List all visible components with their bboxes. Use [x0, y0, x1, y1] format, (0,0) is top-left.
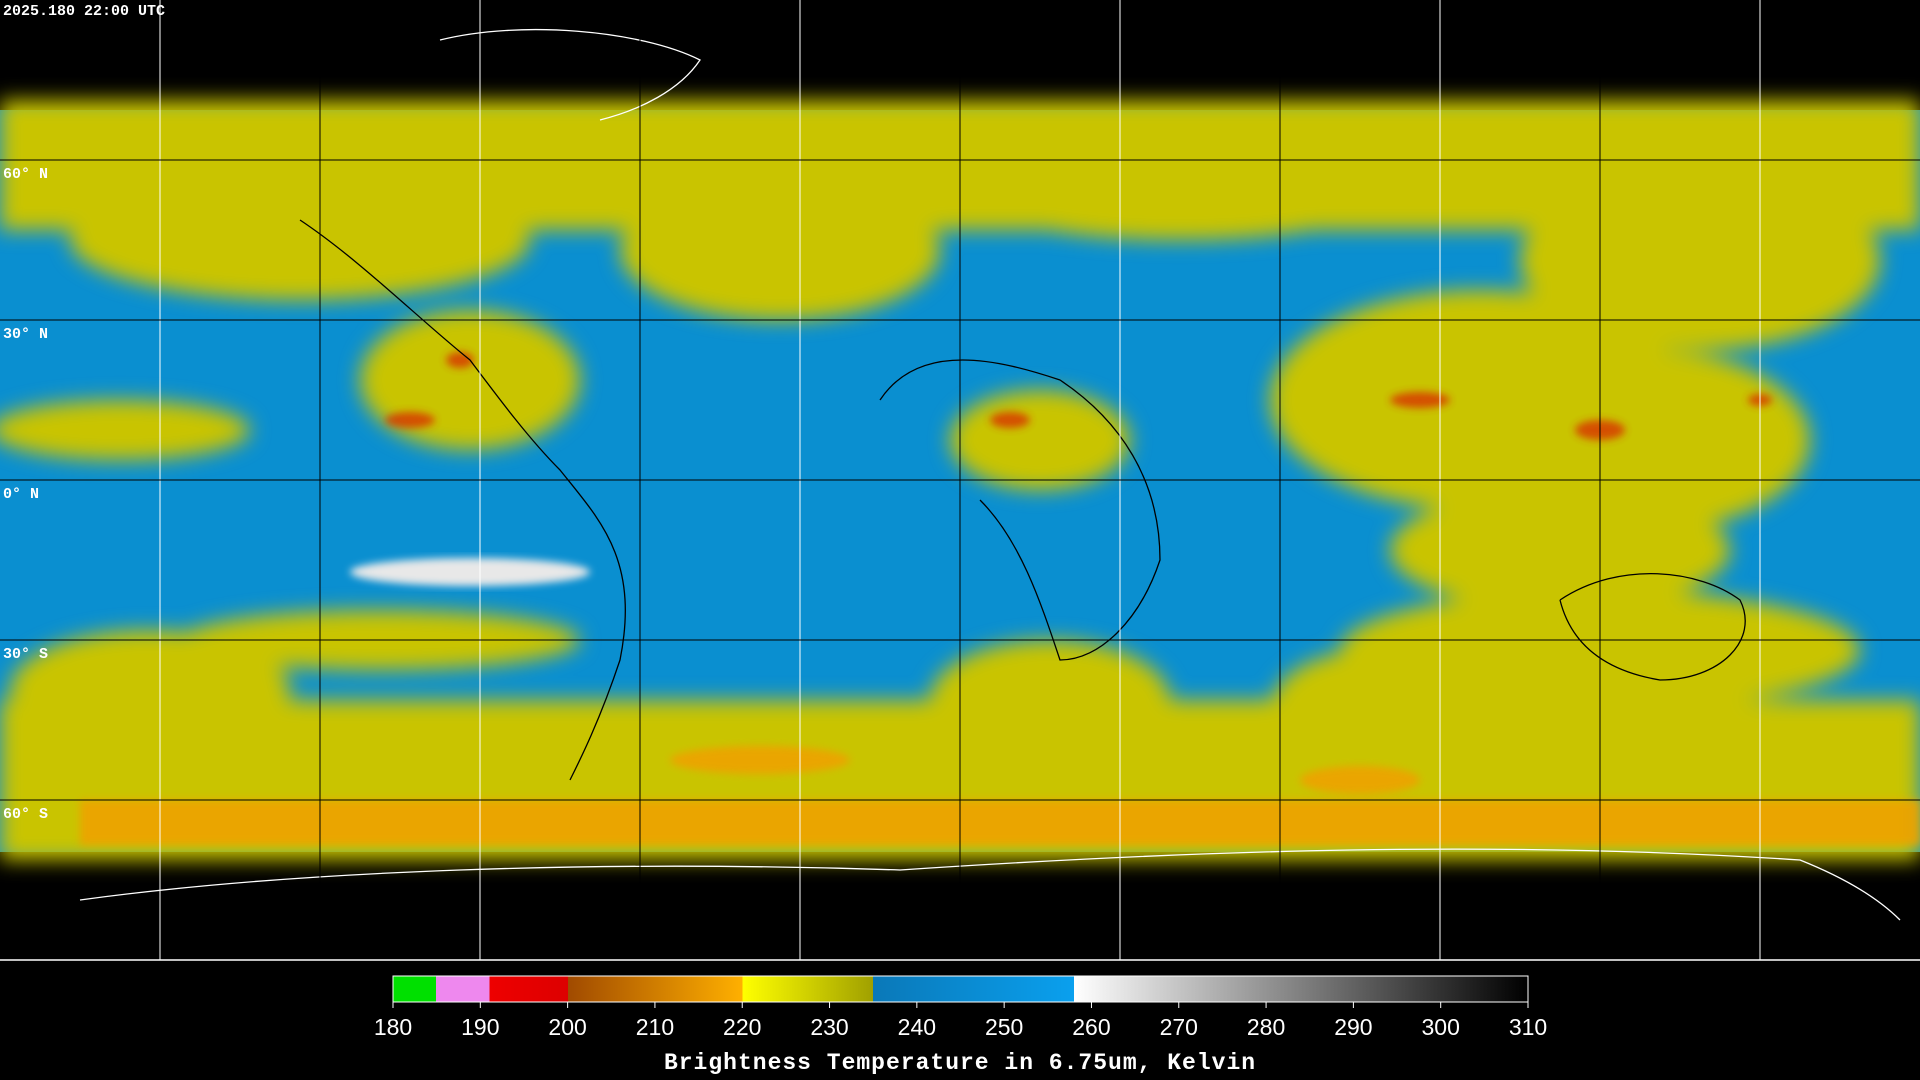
- colorbar-tick-label: 190: [461, 1014, 499, 1040]
- colorbar-tick-label: 260: [1072, 1014, 1110, 1040]
- colorbar-tick-label: 180: [374, 1014, 412, 1040]
- cold-region: [350, 558, 590, 586]
- colorbar: [392, 975, 1529, 1003]
- colorbar-tick-label: 310: [1509, 1014, 1547, 1040]
- colorbar-tick-label: 280: [1247, 1014, 1285, 1040]
- colorbar-tick-label: 300: [1422, 1014, 1460, 1040]
- colorbar-tick-label: 200: [548, 1014, 586, 1040]
- graticule: [0, 0, 1920, 960]
- colorbar-title: Brightness Temperature in 6.75um, Kelvin: [664, 1050, 1256, 1076]
- colorbar-tick-label: 290: [1334, 1014, 1372, 1040]
- colorbar-tick-label: 210: [636, 1014, 674, 1040]
- lat-label: 0° N: [3, 486, 39, 503]
- lat-label: 30° S: [3, 646, 48, 663]
- colorbar-tick-label: 270: [1160, 1014, 1198, 1040]
- colorbar-ticks: 180 190 200 210 220 230 240 250 260 270 280 290 300 3…: [374, 1002, 1547, 1040]
- colorbar-tick-label: 230: [810, 1014, 848, 1040]
- colorbar-tick-label: 250: [985, 1014, 1023, 1040]
- polar-coastlines: [79, 28, 1901, 921]
- coastlines: [299, 219, 1746, 781]
- lat-label: 60° S: [3, 806, 48, 823]
- colorbar-tick-label: 240: [898, 1014, 936, 1040]
- labels: 2025.180 22:00 UTC 60° N 30° N 0° N 30° S 60…: [3, 3, 165, 823]
- lat-label: 60° N: [3, 166, 48, 183]
- timestamp: 2025.180 22:00 UTC: [3, 3, 165, 20]
- colorbar-tick-label: 220: [723, 1014, 761, 1040]
- lat-label: 30° N: [3, 326, 48, 343]
